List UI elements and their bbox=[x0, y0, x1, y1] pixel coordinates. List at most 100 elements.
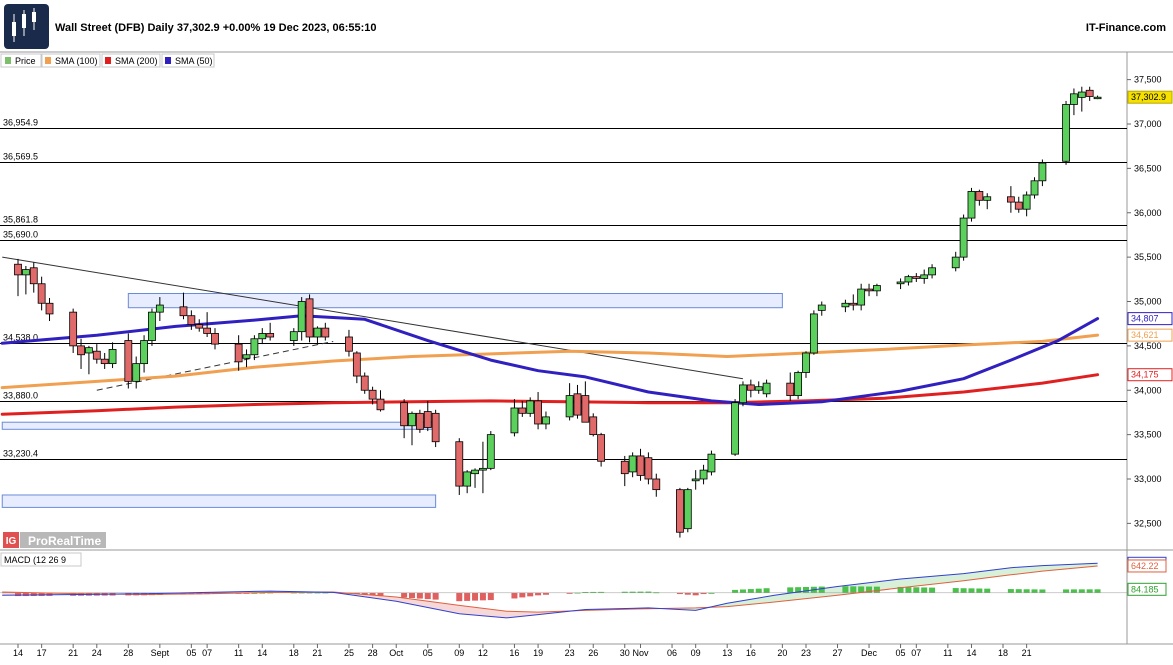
candle[interactable] bbox=[841, 302, 850, 308]
candle[interactable] bbox=[179, 306, 188, 317]
candle[interactable] bbox=[376, 398, 385, 411]
candle[interactable] bbox=[85, 347, 93, 354]
candle[interactable] bbox=[699, 469, 708, 480]
candle[interactable] bbox=[849, 302, 858, 306]
candle[interactable] bbox=[1014, 201, 1023, 210]
candle[interactable] bbox=[573, 393, 582, 416]
candle[interactable] bbox=[620, 460, 629, 475]
candle[interactable] bbox=[148, 311, 156, 341]
candle[interactable] bbox=[739, 384, 747, 404]
legend-item-sma-200[interactable]: SMA (200) bbox=[101, 53, 161, 68]
candle[interactable] bbox=[29, 267, 38, 285]
candle[interactable] bbox=[676, 489, 684, 533]
candle[interactable] bbox=[542, 416, 550, 425]
candle[interactable] bbox=[589, 416, 598, 436]
candle[interactable] bbox=[463, 471, 472, 487]
candle[interactable] bbox=[132, 363, 141, 382]
candle[interactable] bbox=[967, 191, 976, 219]
candle[interactable] bbox=[865, 288, 873, 292]
candle[interactable] bbox=[652, 478, 661, 491]
candle[interactable] bbox=[360, 375, 369, 391]
candle[interactable] bbox=[1077, 91, 1086, 98]
candle[interactable] bbox=[920, 274, 929, 279]
candle[interactable] bbox=[628, 455, 637, 473]
candle[interactable] bbox=[983, 196, 992, 201]
candle[interactable] bbox=[809, 313, 818, 354]
candle[interactable] bbox=[400, 402, 409, 427]
candle[interactable] bbox=[234, 343, 243, 363]
candle[interactable] bbox=[155, 304, 164, 313]
candle[interactable] bbox=[211, 333, 219, 345]
candle[interactable] bbox=[321, 327, 330, 338]
candle[interactable] bbox=[266, 333, 275, 338]
candle[interactable] bbox=[289, 331, 298, 341]
candle[interactable] bbox=[644, 457, 653, 480]
candle[interactable] bbox=[959, 217, 968, 258]
candle[interactable] bbox=[21, 269, 30, 276]
candle[interactable] bbox=[857, 288, 866, 306]
candle[interactable] bbox=[904, 276, 913, 283]
candle[interactable] bbox=[928, 267, 936, 276]
candle[interactable] bbox=[802, 352, 810, 373]
candle[interactable] bbox=[313, 327, 322, 338]
candle[interactable] bbox=[352, 352, 361, 377]
candle[interactable] bbox=[707, 453, 716, 473]
candle[interactable] bbox=[597, 434, 606, 462]
candle[interactable] bbox=[455, 441, 464, 487]
candle[interactable] bbox=[124, 340, 133, 382]
legend-item-sma-50[interactable]: SMA (50) bbox=[161, 53, 215, 68]
candle[interactable] bbox=[975, 191, 984, 201]
candle[interactable] bbox=[45, 302, 54, 315]
candle[interactable] bbox=[408, 412, 416, 427]
candle[interactable] bbox=[195, 324, 204, 329]
candle[interactable] bbox=[14, 263, 22, 276]
candle[interactable] bbox=[203, 327, 212, 334]
legend-item-price[interactable]: Price bbox=[0, 53, 42, 68]
candle[interactable] bbox=[1062, 104, 1070, 162]
candle[interactable] bbox=[423, 411, 432, 428]
candle[interactable] bbox=[510, 407, 519, 434]
candle[interactable] bbox=[368, 389, 377, 400]
candle[interactable] bbox=[486, 434, 495, 469]
candle[interactable] bbox=[762, 382, 771, 395]
candle[interactable] bbox=[754, 386, 763, 391]
candle[interactable] bbox=[345, 336, 353, 352]
candle[interactable] bbox=[518, 407, 527, 414]
candle[interactable] bbox=[1022, 194, 1031, 210]
candle[interactable] bbox=[297, 301, 306, 333]
candle[interactable] bbox=[786, 382, 795, 396]
candle[interactable] bbox=[1038, 162, 1047, 182]
candle[interactable] bbox=[794, 372, 803, 396]
legend-item-sma-100[interactable]: SMA (100) bbox=[41, 53, 101, 68]
candle[interactable] bbox=[1070, 93, 1078, 105]
candle[interactable] bbox=[565, 395, 574, 418]
candle[interactable] bbox=[250, 338, 259, 356]
candle[interactable] bbox=[187, 315, 196, 325]
candle[interactable] bbox=[258, 333, 267, 340]
candle[interactable] bbox=[100, 358, 109, 365]
candle[interactable] bbox=[896, 281, 905, 285]
candle[interactable] bbox=[746, 384, 755, 391]
candle[interactable] bbox=[37, 283, 46, 304]
candle[interactable] bbox=[691, 478, 700, 482]
candle[interactable] bbox=[1093, 96, 1102, 100]
candle[interactable] bbox=[431, 412, 440, 443]
candle[interactable] bbox=[912, 276, 921, 279]
candle[interactable] bbox=[1030, 180, 1039, 196]
candle[interactable] bbox=[92, 350, 101, 360]
candle[interactable] bbox=[1085, 89, 1094, 97]
candle[interactable] bbox=[479, 467, 487, 471]
candle[interactable] bbox=[1006, 196, 1015, 203]
candle[interactable] bbox=[951, 256, 960, 269]
candle[interactable] bbox=[69, 311, 78, 347]
candle[interactable] bbox=[534, 400, 542, 425]
candle[interactable] bbox=[77, 345, 85, 356]
candle[interactable] bbox=[873, 285, 881, 292]
candle[interactable] bbox=[731, 402, 739, 455]
candle[interactable] bbox=[636, 455, 645, 476]
candle[interactable] bbox=[415, 412, 424, 430]
candle[interactable] bbox=[683, 489, 692, 530]
candle[interactable] bbox=[140, 340, 148, 365]
candle[interactable] bbox=[581, 395, 590, 423]
